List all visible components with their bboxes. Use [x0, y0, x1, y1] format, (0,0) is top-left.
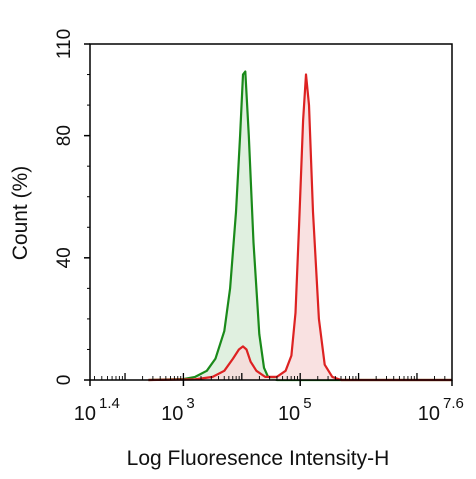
x-tick-label-exponent: 5: [303, 395, 311, 412]
x-tick-label-base: 10: [278, 403, 300, 425]
y-tick-label: 40: [54, 247, 75, 268]
series-1-line: [148, 70, 452, 382]
y-tick-label: 110: [54, 29, 75, 59]
plot-frame: [89, 43, 453, 381]
x-tick-label-exponent: 3: [186, 395, 194, 412]
y-tick-label: 80: [54, 125, 75, 146]
y-axis-label: Count (%): [9, 166, 32, 261]
x-tick-label-base: 10: [418, 403, 440, 425]
series-2-area: [148, 74, 452, 380]
y-tick-label: 0: [54, 375, 75, 386]
x-tick-label-base: 10: [161, 403, 183, 425]
x-tick-label-exponent: 1.4: [99, 395, 120, 412]
plot-area: [148, 70, 452, 382]
series-2-line: [148, 73, 452, 382]
x-tick-label-exponent: 7.6: [443, 395, 464, 412]
x-axis-label: Log Fluoresence Intensity-H: [127, 447, 390, 470]
x-tick-label-base: 10: [74, 403, 96, 425]
